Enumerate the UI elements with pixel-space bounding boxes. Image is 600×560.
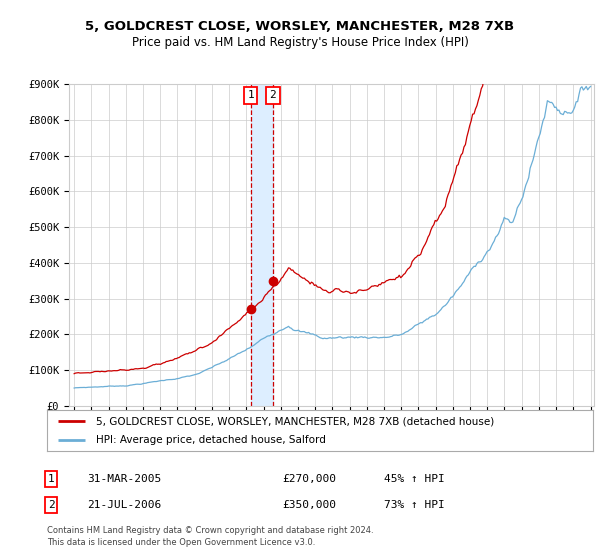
Text: 2: 2 [269, 90, 277, 100]
Text: HPI: Average price, detached house, Salford: HPI: Average price, detached house, Salf… [96, 435, 326, 445]
Text: 31-MAR-2005: 31-MAR-2005 [87, 474, 161, 484]
Text: 21-JUL-2006: 21-JUL-2006 [87, 500, 161, 510]
Text: 45% ↑ HPI: 45% ↑ HPI [384, 474, 445, 484]
Text: 1: 1 [47, 474, 55, 484]
Bar [251, 84, 273, 406]
Text: 1: 1 [247, 90, 254, 100]
Text: 5, GOLDCREST CLOSE, WORSLEY, MANCHESTER, M28 7XB (detached house): 5, GOLDCREST CLOSE, WORSLEY, MANCHESTER,… [96, 417, 494, 426]
Text: 5, GOLDCREST CLOSE, WORSLEY, MANCHESTER, M28 7XB: 5, GOLDCREST CLOSE, WORSLEY, MANCHESTER,… [85, 20, 515, 32]
Text: £270,000: £270,000 [282, 474, 336, 484]
Text: Contains HM Land Registry data © Crown copyright and database right 2024.
This d: Contains HM Land Registry data © Crown c… [47, 526, 373, 547]
Text: 2: 2 [47, 500, 55, 510]
Text: Price paid vs. HM Land Registry's House Price Index (HPI): Price paid vs. HM Land Registry's House … [131, 36, 469, 49]
Text: £350,000: £350,000 [282, 500, 336, 510]
Text: 73% ↑ HPI: 73% ↑ HPI [384, 500, 445, 510]
